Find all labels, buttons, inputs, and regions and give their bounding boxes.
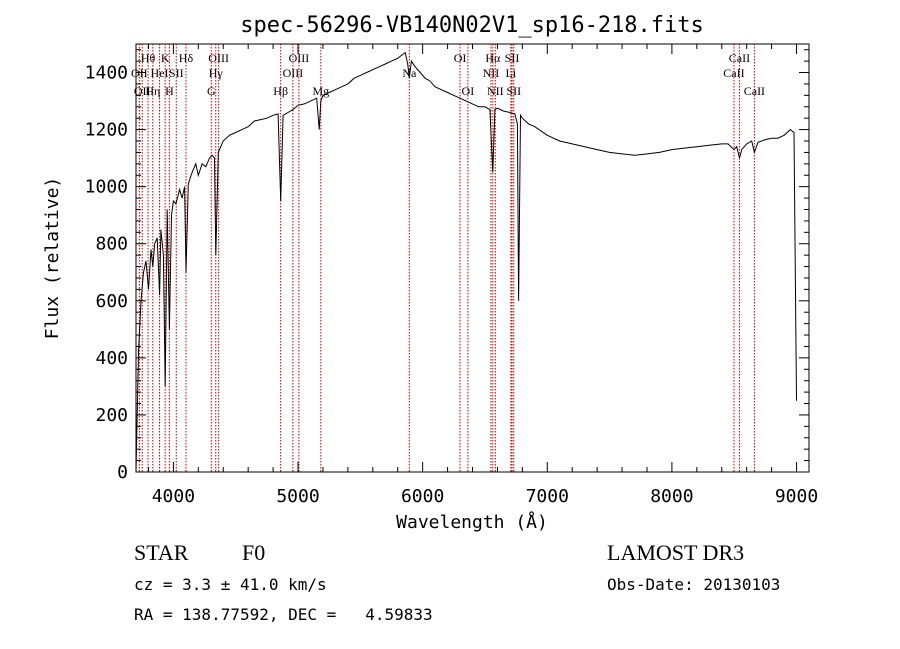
x-tick-label-1: 5000	[276, 486, 319, 507]
spectrum-series-line	[135, 51, 797, 473]
y-tick-label-4: 800	[95, 234, 128, 255]
x-tick-label-0: 4000	[152, 486, 195, 507]
y-tick-label-5: 1000	[85, 177, 128, 198]
line-label-3: Hη	[145, 84, 160, 98]
y-tick-label-6: 1200	[85, 120, 128, 141]
line-label-2: Hθ	[141, 51, 156, 65]
line-label-6: H	[165, 84, 174, 98]
line-label-14: OIII	[289, 51, 310, 65]
plot-area	[135, 43, 810, 473]
line-label-17: OI	[454, 51, 467, 65]
x-axis-label: Wavelength (Å)	[396, 511, 548, 533]
y-tick-label-0: 0	[117, 462, 128, 483]
line-label-23: SII	[505, 51, 520, 65]
y-tick-label-2: 400	[95, 348, 128, 369]
line-label-4: HeI	[151, 66, 169, 80]
line-label-15: Mg	[312, 84, 329, 98]
y-axis-label: Flux (relative)	[42, 177, 63, 340]
object-class: STAR	[134, 540, 189, 565]
line-label-5: K	[161, 51, 170, 65]
x-tick-label-4: 8000	[650, 486, 693, 507]
survey-name: LAMOST DR3	[607, 540, 744, 565]
obs-date: Obs-Date: 20130103	[607, 575, 780, 594]
line-label-20: Hα	[485, 51, 501, 65]
line-label-12: Hβ	[273, 84, 288, 98]
line-label-26: CaII	[729, 51, 750, 65]
y-tick-label-1: 200	[95, 405, 128, 426]
x-tick-label-3: 7000	[526, 486, 569, 507]
redshift-text: cz = 3.3 ± 41.0 km/s	[134, 575, 327, 594]
line-label-18: OI	[462, 84, 475, 98]
object-subclass: F0	[242, 540, 265, 565]
coords-text: RA = 138.77592, DEC = 4.59833	[134, 605, 433, 624]
y-tick-label-3: 600	[95, 291, 128, 312]
line-label-25: CaII	[723, 66, 744, 80]
x-tick-label-2: 6000	[401, 486, 444, 507]
line-label-10: Hγ	[209, 66, 224, 80]
y-tick-label-7: 1400	[85, 63, 128, 84]
spectral-line-labels: OIIOIIHθHηHeIKHSIIHδGHγOIIIHβOIIIOIIIMgN…	[131, 51, 765, 98]
x-tick-label-5: 9000	[775, 486, 818, 507]
x-axis-ticks: 4000 5000 6000 7000 8000 9000	[147, 44, 818, 507]
line-label-24: SII	[506, 84, 521, 98]
line-label-1: OII	[134, 84, 151, 98]
line-label-8: Hδ	[179, 51, 194, 65]
line-label-22: Li	[506, 66, 517, 80]
line-label-11: OIII	[208, 51, 229, 65]
chart-title: spec-56296-VB140N02V1_sp16-218.fits	[240, 13, 704, 38]
line-label-27: CaII	[744, 84, 765, 98]
y-axis-ticks: 0 200 400 600 800 1000 1200 1400	[85, 49, 809, 483]
line-label-13: OIII	[283, 66, 304, 80]
line-label-21: NII	[487, 84, 504, 98]
spectral-line-markers	[138, 44, 755, 472]
line-label-19: NII	[483, 66, 500, 80]
line-label-9: G	[207, 84, 216, 98]
line-label-7: SII	[169, 66, 184, 80]
